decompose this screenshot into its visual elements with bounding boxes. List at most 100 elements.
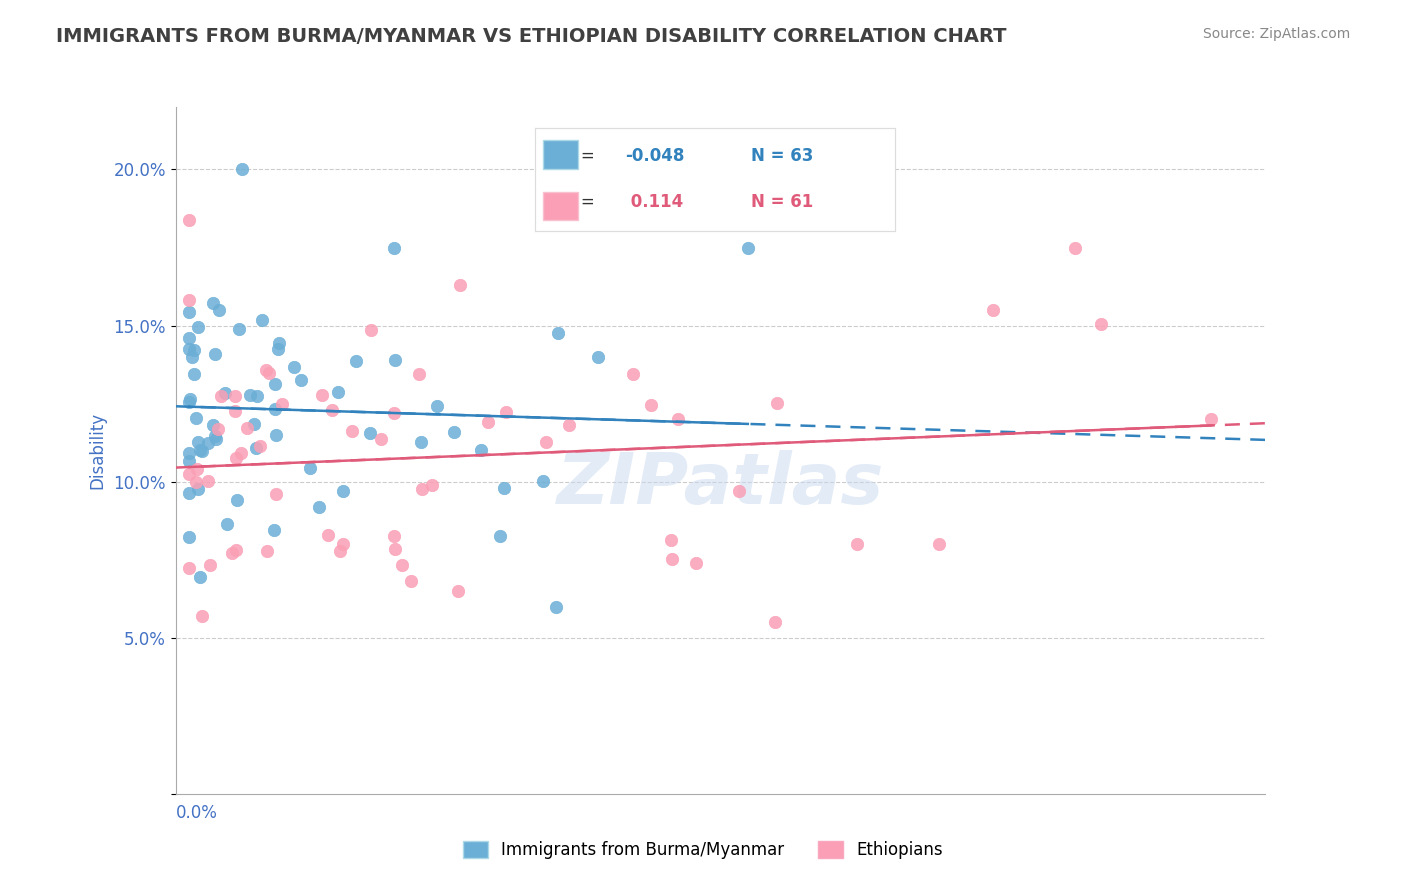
Point <box>228 322 250 336</box>
Point <box>183 343 205 357</box>
Point <box>256 543 278 558</box>
Point <box>928 537 950 551</box>
Point <box>188 570 211 584</box>
Point <box>449 277 471 292</box>
Point <box>215 517 238 532</box>
Y-axis label: Disability: Disability <box>89 412 107 489</box>
Point <box>179 467 201 481</box>
Point <box>179 530 201 544</box>
Point <box>661 552 683 566</box>
Point <box>184 410 207 425</box>
Point <box>249 439 271 453</box>
Point <box>470 443 492 458</box>
Point <box>202 418 225 433</box>
Point <box>640 398 662 412</box>
Point <box>243 417 266 431</box>
Point <box>225 451 247 466</box>
Point <box>202 295 225 310</box>
Point <box>370 432 392 446</box>
Point <box>181 350 204 364</box>
Point <box>728 483 751 498</box>
Point <box>495 405 517 419</box>
Point <box>229 445 252 459</box>
Point <box>534 435 557 450</box>
Point <box>311 388 333 402</box>
Point <box>488 529 510 543</box>
Point <box>845 537 868 551</box>
Point <box>546 599 568 614</box>
Point <box>186 475 208 489</box>
Text: ZIPatlas: ZIPatlas <box>557 450 884 519</box>
Point <box>179 445 201 459</box>
Point <box>586 350 609 364</box>
Point <box>179 213 201 227</box>
Point <box>186 462 208 476</box>
Point <box>205 432 228 446</box>
Point <box>225 542 247 557</box>
Point <box>197 436 219 450</box>
Point <box>420 477 443 491</box>
Point <box>179 392 201 407</box>
Point <box>179 293 201 308</box>
Point <box>316 528 339 542</box>
Point <box>1199 412 1222 426</box>
Point <box>187 435 209 450</box>
Point <box>360 323 382 337</box>
Point <box>259 366 281 380</box>
Point <box>179 305 201 319</box>
Point <box>191 609 214 624</box>
Point <box>188 443 211 458</box>
Point <box>1063 240 1085 255</box>
Point <box>183 367 205 381</box>
Point <box>197 474 219 488</box>
Point <box>411 434 433 449</box>
Point <box>266 342 288 356</box>
Point <box>263 523 285 537</box>
Point <box>321 402 343 417</box>
Point <box>267 336 290 351</box>
Point <box>384 541 406 556</box>
Point <box>283 359 305 374</box>
Text: Source: ZipAtlas.com: Source: ZipAtlas.com <box>1202 27 1350 41</box>
Point <box>254 363 277 377</box>
Point <box>668 411 690 425</box>
Point <box>492 481 515 495</box>
Point <box>621 367 644 381</box>
Point <box>179 454 201 468</box>
Legend: Immigrants from Burma/Myanmar, Ethiopians: Immigrants from Burma/Myanmar, Ethiopian… <box>457 834 949 866</box>
Point <box>271 397 294 411</box>
Point <box>558 418 581 433</box>
Point <box>426 399 449 413</box>
Point <box>264 376 287 391</box>
Point <box>308 500 330 515</box>
Point <box>245 441 267 455</box>
Point <box>382 240 405 255</box>
Point <box>766 396 789 410</box>
Point <box>264 401 287 416</box>
Point <box>264 428 287 442</box>
Point <box>179 395 201 409</box>
Point <box>250 313 273 327</box>
Point <box>190 444 212 458</box>
Point <box>179 561 201 575</box>
Point <box>332 537 354 551</box>
Point <box>179 343 201 357</box>
Point <box>737 240 759 255</box>
Point <box>246 389 269 403</box>
Text: 0.0%: 0.0% <box>176 805 218 822</box>
Point <box>214 385 236 400</box>
Point <box>391 558 413 573</box>
Point <box>408 367 430 381</box>
Point <box>382 406 405 420</box>
Point <box>198 558 221 573</box>
Point <box>659 533 682 548</box>
Point <box>290 373 312 387</box>
Point <box>204 347 226 361</box>
Point <box>187 320 209 334</box>
Point <box>342 425 364 439</box>
Point <box>399 574 422 589</box>
Point <box>207 421 229 435</box>
Point <box>209 389 232 403</box>
Point <box>1090 317 1112 331</box>
Point <box>547 326 569 341</box>
